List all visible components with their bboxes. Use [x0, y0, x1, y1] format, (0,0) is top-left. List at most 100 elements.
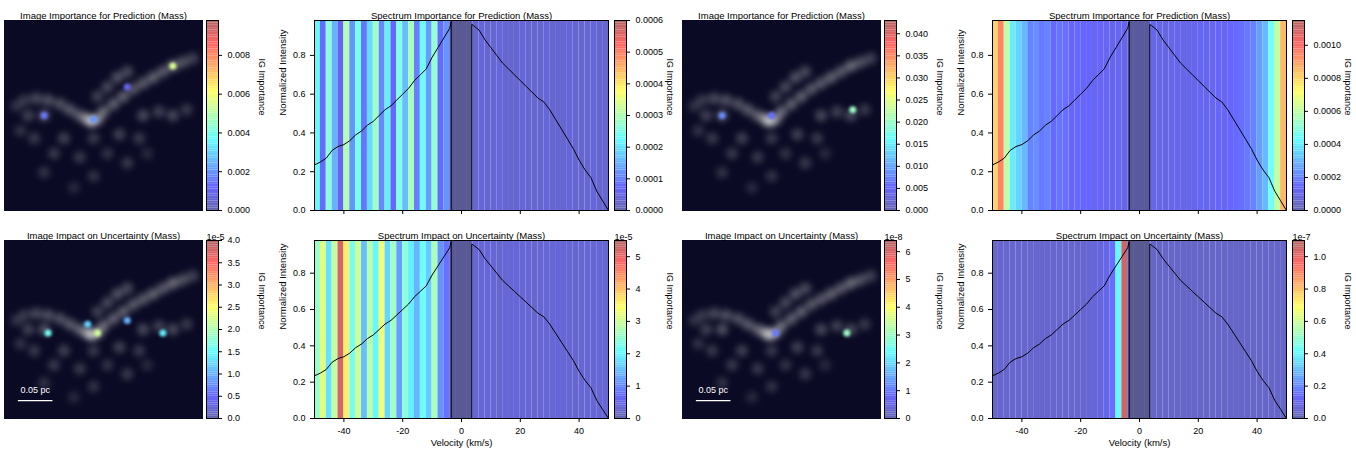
svg-text:0.2: 0.2 [293, 377, 306, 387]
svg-text:0.6: 0.6 [1314, 316, 1327, 326]
svg-text:4: 4 [906, 302, 911, 312]
svg-text:0.4: 0.4 [971, 341, 984, 351]
svg-text:0.0008: 0.0008 [1314, 73, 1342, 83]
svg-text:0.010: 0.010 [906, 161, 929, 171]
svg-text:IG Importance: IG Importance [665, 272, 675, 329]
svg-text:0.020: 0.020 [906, 117, 929, 127]
svg-text:0.0006: 0.0006 [636, 15, 664, 25]
svg-text:0.4: 0.4 [971, 128, 984, 138]
svg-text:0.6: 0.6 [971, 304, 984, 314]
svg-text:0.6: 0.6 [293, 89, 306, 99]
svg-text:0.8: 0.8 [971, 268, 984, 278]
svg-text:2: 2 [636, 349, 641, 359]
svg-text:0.0004: 0.0004 [1314, 139, 1342, 149]
svg-text:0.015: 0.015 [906, 139, 929, 149]
svg-text:Image Impact on Uncertainty (M: Image Impact on Uncertainty (Mass) [27, 230, 180, 241]
svg-text:4: 4 [636, 284, 641, 294]
svg-text:-20: -20 [396, 426, 409, 436]
svg-text:1.0: 1.0 [1314, 252, 1327, 262]
svg-text:0.2: 0.2 [971, 377, 984, 387]
svg-text:1: 1 [906, 386, 911, 396]
svg-text:0.035: 0.035 [906, 51, 929, 61]
svg-text:20: 20 [515, 426, 525, 436]
svg-text:0.030: 0.030 [906, 73, 929, 83]
svg-text:IG Importance: IG Importance [1343, 272, 1353, 329]
svg-text:Spectrum Importance for Predic: Spectrum Importance for Prediction (Mass… [1049, 10, 1230, 21]
svg-text:0.05 pc: 0.05 pc [20, 385, 50, 395]
svg-text:Spectrum Impact on Uncertainty: Spectrum Impact on Uncertainty (Mass) [378, 230, 545, 241]
svg-text:0.0003: 0.0003 [636, 110, 664, 120]
svg-text:0.4: 0.4 [1314, 349, 1327, 359]
svg-text:Velocity (km/s): Velocity (km/s) [1109, 437, 1171, 448]
svg-text:Normalized Intensity: Normalized Intensity [277, 29, 288, 115]
svg-text:0: 0 [459, 426, 464, 436]
svg-text:0.0: 0.0 [228, 413, 241, 423]
svg-text:1e-5: 1e-5 [207, 232, 225, 242]
svg-text:0.006: 0.006 [228, 89, 251, 99]
svg-text:IG Importance: IG Importance [257, 272, 267, 329]
svg-text:-40: -40 [337, 426, 350, 436]
svg-text:1e-7: 1e-7 [1293, 232, 1311, 242]
svg-text:0.0004: 0.0004 [636, 79, 664, 89]
svg-text:Normalized Intensity: Normalized Intensity [277, 243, 288, 329]
svg-text:0.5: 0.5 [228, 391, 241, 401]
svg-text:0.0: 0.0 [971, 205, 984, 215]
svg-text:0.2: 0.2 [971, 167, 984, 177]
svg-text:0.2: 0.2 [1314, 381, 1327, 391]
svg-text:IG Importance: IG Importance [1343, 58, 1353, 115]
svg-text:0.000: 0.000 [228, 205, 251, 215]
svg-text:0.002: 0.002 [228, 167, 251, 177]
svg-text:0.0000: 0.0000 [636, 205, 664, 215]
svg-text:IG Importance: IG Importance [935, 58, 945, 115]
svg-text:0.4: 0.4 [293, 128, 306, 138]
svg-text:0.0002: 0.0002 [1314, 172, 1342, 182]
svg-text:0.8: 0.8 [1314, 284, 1327, 294]
svg-text:1.0: 1.0 [228, 369, 241, 379]
svg-text:-20: -20 [1074, 426, 1087, 436]
svg-text:0.0001: 0.0001 [636, 174, 664, 184]
svg-text:0.0: 0.0 [293, 413, 306, 423]
svg-text:5: 5 [906, 274, 911, 284]
svg-text:6: 6 [906, 247, 911, 257]
svg-text:0.6: 0.6 [293, 304, 306, 314]
svg-text:0.0002: 0.0002 [636, 142, 664, 152]
svg-text:3.0: 3.0 [228, 280, 241, 290]
svg-text:4.0: 4.0 [228, 235, 241, 245]
svg-text:2: 2 [906, 358, 911, 368]
svg-text:0.0006: 0.0006 [1314, 106, 1342, 116]
svg-text:Image Importance for Predictio: Image Importance for Prediction (Mass) [20, 10, 187, 21]
svg-text:2.0: 2.0 [228, 324, 241, 334]
svg-text:3: 3 [906, 330, 911, 340]
svg-text:0.040: 0.040 [906, 29, 929, 39]
svg-text:0: 0 [906, 413, 911, 423]
svg-text:Image Impact on Uncertainty (M: Image Impact on Uncertainty (Mass) [705, 230, 858, 241]
svg-text:Velocity (km/s): Velocity (km/s) [431, 437, 493, 448]
svg-text:0.0: 0.0 [1314, 413, 1327, 423]
svg-text:Image Importance for Predictio: Image Importance for Prediction (Mass) [698, 10, 865, 21]
svg-text:0.4: 0.4 [293, 341, 306, 351]
svg-text:1: 1 [636, 381, 641, 391]
svg-text:40: 40 [574, 426, 584, 436]
svg-text:1e-8: 1e-8 [885, 232, 903, 242]
svg-text:0.0: 0.0 [971, 413, 984, 423]
svg-text:0.025: 0.025 [906, 95, 929, 105]
svg-text:-40: -40 [1015, 426, 1028, 436]
svg-text:0.0: 0.0 [293, 205, 306, 215]
svg-text:20: 20 [1193, 426, 1203, 436]
svg-text:1e-5: 1e-5 [615, 232, 633, 242]
svg-text:0.05 pc: 0.05 pc [698, 385, 728, 395]
svg-text:0.0010: 0.0010 [1314, 40, 1342, 50]
svg-text:0.008: 0.008 [228, 50, 251, 60]
svg-text:IG Importance: IG Importance [935, 272, 945, 329]
svg-text:0.8: 0.8 [971, 50, 984, 60]
svg-text:Spectrum Importance for Predic: Spectrum Importance for Prediction (Mass… [371, 10, 552, 21]
svg-text:2.5: 2.5 [228, 302, 241, 312]
svg-text:3: 3 [636, 316, 641, 326]
svg-text:0.0005: 0.0005 [636, 47, 664, 57]
svg-text:IG Importance: IG Importance [257, 58, 267, 115]
svg-text:0: 0 [636, 413, 641, 423]
svg-text:0.8: 0.8 [293, 268, 306, 278]
svg-text:0.0000: 0.0000 [1314, 205, 1342, 215]
svg-text:0.004: 0.004 [228, 128, 251, 138]
svg-text:0.6: 0.6 [971, 89, 984, 99]
